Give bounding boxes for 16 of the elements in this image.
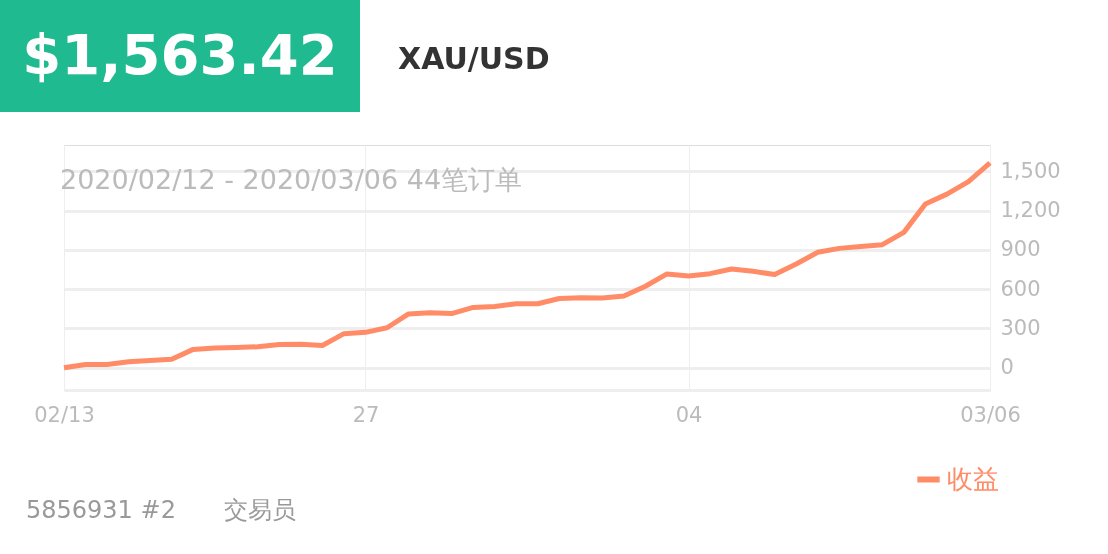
annotation: 2020/02/12 - 2020/03/06 44笔订单 xyxy=(60,164,523,195)
x-tick-label: 03/06 xyxy=(960,402,1021,427)
y-tick-label: 1,500 xyxy=(1000,158,1061,183)
y-tick-label: 0 xyxy=(1000,355,1014,380)
y-tick-label: 600 xyxy=(1000,276,1041,301)
chart-title: $1,563.42 xyxy=(22,22,338,87)
y-tick-label: 1,200 xyxy=(1000,198,1061,223)
text: 5856931 #2 xyxy=(26,496,176,524)
x-tick-label: 27 xyxy=(352,402,380,427)
x-tick-label: 04 xyxy=(675,402,703,427)
legend-label: 收益 xyxy=(947,463,999,494)
y-tick-label: 300 xyxy=(1000,315,1041,340)
text: 交易员 xyxy=(224,496,296,524)
y-tick-label: 900 xyxy=(1000,237,1041,262)
chart-subtitle: XAU/USD xyxy=(398,41,550,76)
x-tick-label: 02/13 xyxy=(34,402,95,427)
